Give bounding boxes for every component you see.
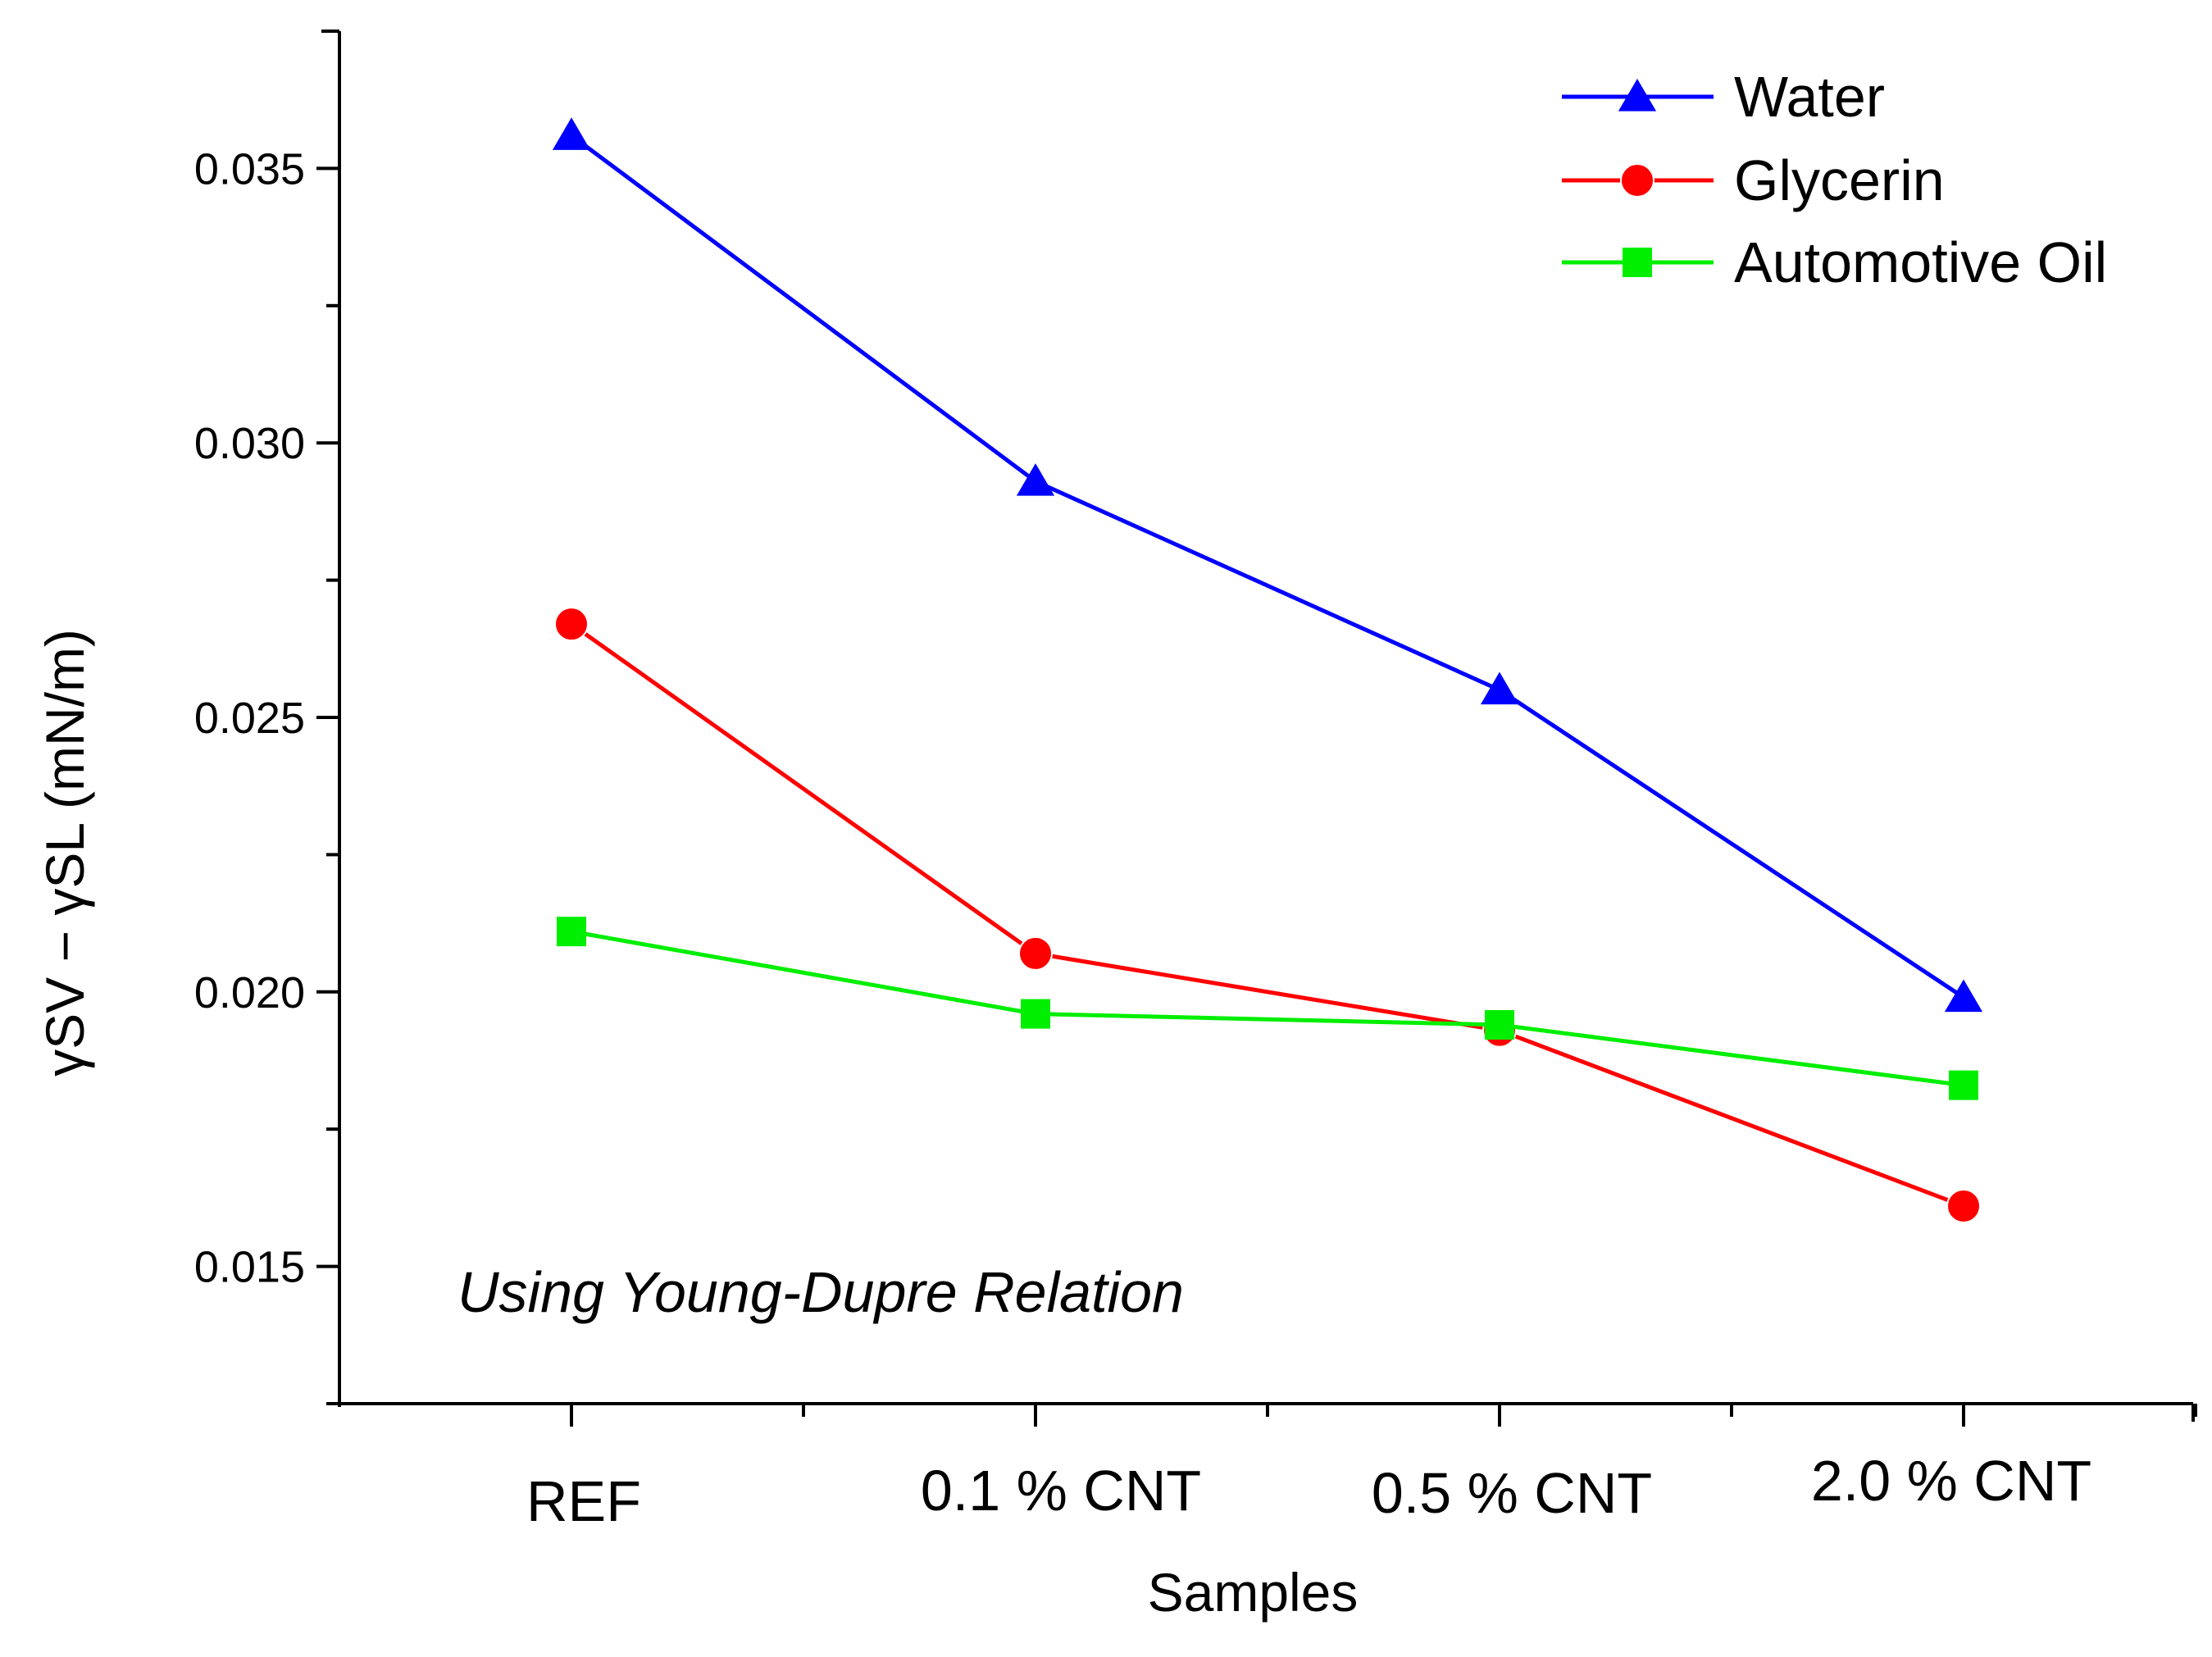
y-axis-title: γSV − γSL (mN/m) <box>34 629 95 1077</box>
chart-annotation: Using Young-Dupre Relation <box>457 1260 1184 1324</box>
y-tick-label: 0.025 <box>194 694 305 743</box>
x-tick-label: 2.0 % CNT <box>1811 1449 2091 1513</box>
legend-label-automotive-oil: Automotive Oil <box>1734 230 2107 294</box>
series-line-automotive-oil <box>571 929 1964 1088</box>
x-axis-title: Samples <box>1148 1562 1359 1623</box>
data-point-water <box>1944 979 1983 1013</box>
y-axis-ticks: 0.015 0.020 0.025 0.030 0.035 <box>194 30 339 1405</box>
legend: Water Glycerin Automotive Oil <box>1562 65 2107 294</box>
legend-marker-water <box>1618 79 1657 112</box>
data-point-water <box>1016 463 1055 496</box>
data-point-glycerin <box>1946 1188 1981 1223</box>
x-tick-label: 0.1 % CNT <box>921 1459 1201 1523</box>
y-tick-label: 0.020 <box>194 968 305 1017</box>
x-tick-label: 0.5 % CNT <box>1372 1461 1652 1525</box>
y-tick-label: 0.035 <box>194 144 305 193</box>
series-water <box>552 117 1983 1013</box>
x-tick-label: REF <box>526 1469 641 1533</box>
data-point-automotive-oil <box>1485 1009 1514 1040</box>
data-point-automotive-oil <box>1949 1070 1978 1100</box>
x-axis-ticks: REF 0.1 % CNT 0.5 % CNT 2.0 % CNT <box>526 1404 2197 1533</box>
y-tick-label: 0.030 <box>194 419 305 468</box>
series-line-glycerin <box>570 622 1964 1209</box>
data-point-automotive-oil <box>557 917 586 947</box>
data-point-glycerin <box>554 607 589 642</box>
data-point-glycerin <box>1018 935 1053 971</box>
data-point-automotive-oil <box>1021 999 1050 1029</box>
series-group <box>552 117 1983 1223</box>
series-line-water <box>570 134 1965 999</box>
legend-label-water: Water <box>1734 65 1885 129</box>
series-glycerin <box>554 607 1981 1223</box>
data-point-water <box>552 117 591 150</box>
legend-label-glycerin: Glycerin <box>1734 148 1945 212</box>
y-tick-label: 0.015 <box>194 1243 305 1292</box>
data-point-water <box>1480 671 1519 705</box>
legend-marker-glycerin <box>1620 163 1654 198</box>
legend-marker-automotive-oil <box>1623 248 1652 277</box>
series-automotive-oil <box>557 917 1978 1100</box>
